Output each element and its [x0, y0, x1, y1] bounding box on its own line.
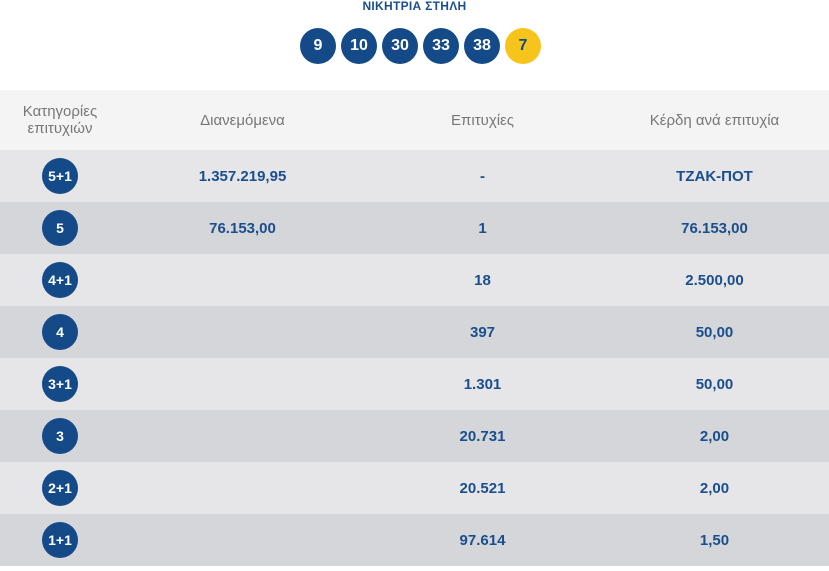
table-row: 3+1 1.301 50,00	[0, 358, 829, 410]
table-row: 5+1 1.357.219,95 - ΤΖΑΚ-ΠΟΤ	[0, 150, 829, 202]
prize-cell: 50,00	[600, 358, 829, 410]
winners-cell: 97.614	[365, 514, 600, 566]
prize-cell: 2,00	[600, 462, 829, 514]
table-row: 4+1 18 2.500,00	[0, 254, 829, 306]
number-ball: 30	[382, 28, 418, 64]
table-row: 3 20.731 2,00	[0, 410, 829, 462]
winners-cell: 18	[365, 254, 600, 306]
winners-cell: 20.521	[365, 462, 600, 514]
winning-header: ΝΙΚΗΤΡΙΑ ΣΤΗΛΗ 9 10 30 33 38 7	[0, 0, 829, 90]
category-badge: 4	[42, 314, 78, 350]
column-header-distributed: Διανεμόμενα	[120, 90, 365, 150]
distributed-cell	[120, 254, 365, 306]
number-ball: 38	[464, 28, 500, 64]
category-badge: 3+1	[42, 366, 78, 402]
prize-cell: 2,00	[600, 410, 829, 462]
winners-cell: -	[365, 150, 600, 202]
number-ball: 9	[300, 28, 336, 64]
distributed-cell	[120, 410, 365, 462]
column-header-prize: Κέρδη ανά επιτυχία	[600, 90, 829, 150]
table-row: 1+1 97.614 1,50	[0, 514, 829, 566]
prize-cell: 1,50	[600, 514, 829, 566]
prize-cell: 76.153,00	[600, 202, 829, 254]
distributed-cell: 76.153,00	[120, 202, 365, 254]
winners-cell: 20.731	[365, 410, 600, 462]
table-row: 2+1 20.521 2,00	[0, 462, 829, 514]
prize-cell: 50,00	[600, 306, 829, 358]
joker-ball: 7	[505, 28, 541, 64]
winners-cell: 1.301	[365, 358, 600, 410]
number-ball: 10	[341, 28, 377, 64]
table-row: 4 397 50,00	[0, 306, 829, 358]
distributed-cell: 1.357.219,95	[120, 150, 365, 202]
prize-cell: ΤΖΑΚ-ΠΟΤ	[600, 150, 829, 202]
category-badge: 5+1	[42, 158, 78, 194]
category-badge: 3	[42, 418, 78, 454]
results-table: Κατηγορίες επιτυχιών Διανεμόμενα Επιτυχί…	[0, 90, 829, 566]
number-ball: 33	[423, 28, 459, 64]
winning-numbers: 9 10 30 33 38 7	[300, 28, 541, 64]
table-row: 5 76.153,00 1 76.153,00	[0, 202, 829, 254]
column-header-categories: Κατηγορίες επιτυχιών	[0, 90, 120, 150]
category-badge: 4+1	[42, 262, 78, 298]
category-badge: 5	[42, 210, 78, 246]
distributed-cell	[120, 358, 365, 410]
category-badge: 2+1	[42, 470, 78, 506]
distributed-cell	[120, 306, 365, 358]
winning-column-title: ΝΙΚΗΤΡΙΑ ΣΤΗΛΗ	[362, 0, 467, 13]
prize-cell: 2.500,00	[600, 254, 829, 306]
table-header-row: Κατηγορίες επιτυχιών Διανεμόμενα Επιτυχί…	[0, 90, 829, 150]
winners-cell: 397	[365, 306, 600, 358]
column-header-winners: Επιτυχίες	[365, 90, 600, 150]
winners-cell: 1	[365, 202, 600, 254]
distributed-cell	[120, 514, 365, 566]
category-badge: 1+1	[42, 522, 78, 558]
distributed-cell	[120, 462, 365, 514]
